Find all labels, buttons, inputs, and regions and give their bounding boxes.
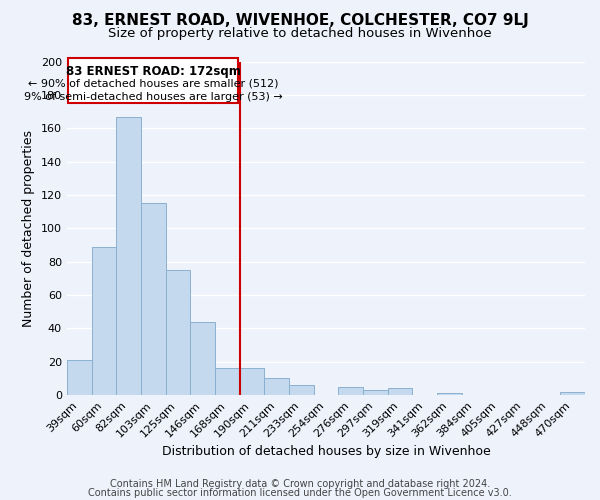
Bar bbox=[363, 390, 388, 395]
Bar bbox=[215, 368, 239, 395]
Bar bbox=[141, 204, 166, 395]
Text: Size of property relative to detached houses in Wivenhoe: Size of property relative to detached ho… bbox=[108, 28, 492, 40]
Bar bbox=[560, 392, 585, 395]
Bar bbox=[190, 322, 215, 395]
Bar bbox=[166, 270, 190, 395]
Y-axis label: Number of detached properties: Number of detached properties bbox=[22, 130, 35, 327]
FancyBboxPatch shape bbox=[68, 58, 238, 103]
Bar bbox=[289, 385, 314, 395]
Text: 9% of semi-detached houses are larger (53) →: 9% of semi-detached houses are larger (5… bbox=[24, 92, 283, 102]
Text: 83, ERNEST ROAD, WIVENHOE, COLCHESTER, CO7 9LJ: 83, ERNEST ROAD, WIVENHOE, COLCHESTER, C… bbox=[71, 12, 529, 28]
Bar bbox=[338, 387, 363, 395]
Text: 83 ERNEST ROAD: 172sqm: 83 ERNEST ROAD: 172sqm bbox=[66, 65, 241, 78]
Bar bbox=[437, 394, 461, 395]
X-axis label: Distribution of detached houses by size in Wivenhoe: Distribution of detached houses by size … bbox=[161, 444, 490, 458]
Bar bbox=[264, 378, 289, 395]
Bar bbox=[388, 388, 412, 395]
Text: Contains HM Land Registry data © Crown copyright and database right 2024.: Contains HM Land Registry data © Crown c… bbox=[110, 479, 490, 489]
Bar bbox=[67, 360, 92, 395]
Bar bbox=[92, 246, 116, 395]
Text: Contains public sector information licensed under the Open Government Licence v3: Contains public sector information licen… bbox=[88, 488, 512, 498]
Bar bbox=[116, 116, 141, 395]
Text: ← 90% of detached houses are smaller (512): ← 90% of detached houses are smaller (51… bbox=[28, 78, 278, 88]
Bar bbox=[239, 368, 264, 395]
